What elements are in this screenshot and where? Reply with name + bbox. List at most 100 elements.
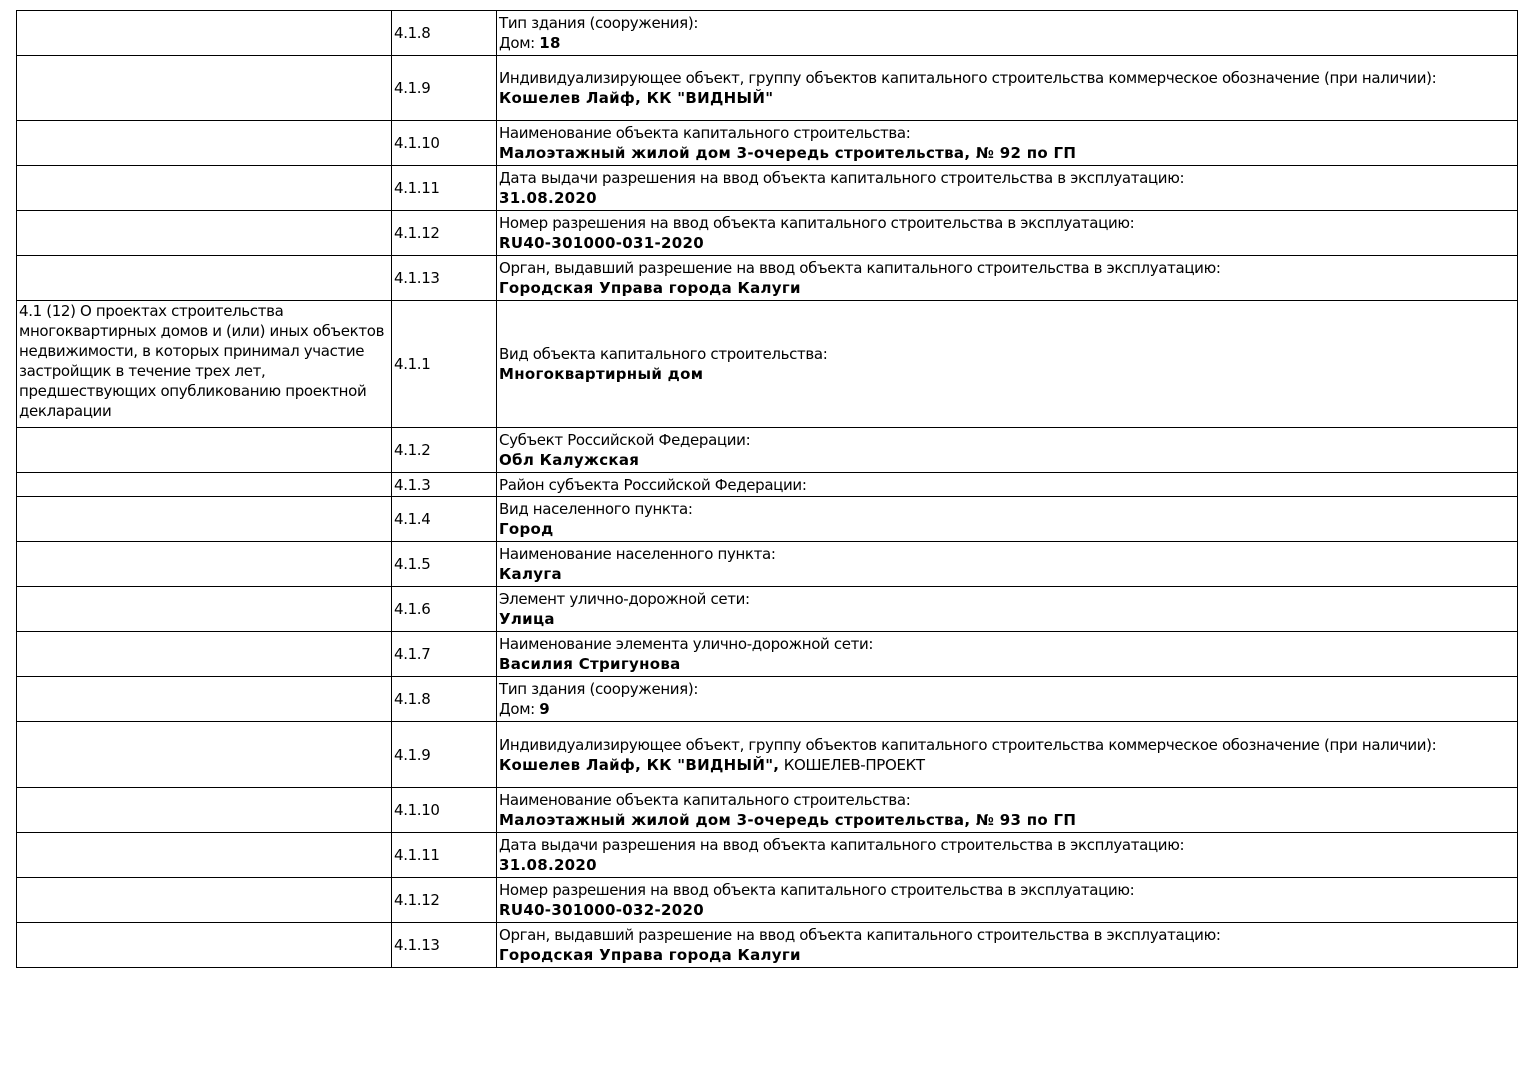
item-value: Городская Управа города Калуги	[499, 946, 801, 964]
item-value-line: Улица	[499, 609, 1515, 629]
item-number: 4.1.9	[391, 55, 497, 121]
table-row: 4.1 (12) О проектах строительства многок…	[16, 300, 1518, 428]
item-content: Наименование населенного пункта: Калуга	[496, 541, 1518, 587]
table-row: 4.1.9 Индивидуализирующее объект, группу …	[16, 721, 1518, 788]
item-value: 31.08.2020	[499, 856, 597, 874]
item-value-suffix: КОШЕЛЕВ-ПРОЕКТ	[779, 755, 925, 774]
item-content: Индивидуализирующее объект, группу объек…	[496, 55, 1518, 121]
item-label: Наименование элемента улично-дорожной се…	[499, 635, 874, 653]
item-value-line: Малоэтажный жилой дом 3-очередь строител…	[499, 810, 1515, 830]
table-row: 4.1.8 Тип здания (сооружения): Дом: 9	[16, 676, 1518, 722]
item-value: Обл Калужская	[499, 451, 640, 469]
table-row: 4.1.11 Дата выдачи разрешения на ввод объ…	[16, 832, 1518, 878]
item-label: Тип здания (сооружения):	[499, 14, 699, 32]
item-value: Малоэтажный жилой дом 3-очередь строител…	[499, 811, 1077, 829]
item-value-line: Обл Калужская	[499, 450, 1515, 470]
item-value: Калуга	[499, 565, 562, 583]
item-value: Малоэтажный жилой дом 3-очередь строител…	[499, 144, 1077, 162]
section-cell	[16, 832, 392, 878]
item-content: Субъект Российской Федерации: Обл Калужск…	[496, 427, 1518, 473]
item-value-prefix: Дом:	[499, 34, 540, 52]
item-value: Улица	[499, 610, 555, 628]
section-cell	[16, 210, 392, 256]
item-value: Кошелев Лайф, КК "ВИДНЫЙ"	[499, 89, 774, 107]
table-row: 4.1.6 Элемент улично-дорожной сети: Улица	[16, 586, 1518, 632]
table-row: 4.1.13 Орган, выдавший разрешение на ввод…	[16, 255, 1518, 301]
section-cell	[16, 427, 392, 473]
item-content: Наименование объекта капитального строит…	[496, 120, 1518, 166]
item-number: 4.1.3	[391, 472, 497, 497]
item-content: Наименование элемента улично-дорожной се…	[496, 631, 1518, 677]
item-value: Василия Стригунова	[499, 655, 681, 673]
item-number: 4.1.6	[391, 586, 497, 632]
item-value: 9	[539, 700, 551, 718]
declaration-table: 4.1.8 Тип здания (сооружения): Дом: 18 4.1.…	[16, 10, 1518, 968]
item-number: 4.1.8	[391, 676, 497, 722]
section-cell	[16, 120, 392, 166]
item-label: Орган, выдавший разрешение на ввод объек…	[499, 926, 1221, 944]
table-row: 4.1.8 Тип здания (сооружения): Дом: 18	[16, 10, 1518, 56]
item-value: Город	[499, 520, 554, 538]
item-label: Наименование населенного пункта:	[499, 545, 776, 563]
section-cell	[16, 586, 392, 632]
item-number: 4.1.1	[391, 300, 497, 428]
table-row: 4.1.11 Дата выдачи разрешения на ввод объ…	[16, 165, 1518, 211]
item-label: Дата выдачи разрешения на ввод объекта к…	[499, 169, 1185, 187]
item-label: Элемент улично-дорожной сети:	[499, 590, 750, 608]
item-number: 4.1.4	[391, 496, 497, 542]
item-number: 4.1.10	[391, 120, 497, 166]
section-cell	[16, 165, 392, 211]
item-value: RU40-301000-031-2020	[499, 234, 704, 252]
item-value: 18	[539, 34, 561, 52]
item-label: Наименование объекта капитального строит…	[499, 124, 911, 142]
table-row: 4.1.12 Номер разрешения на ввод объекта к…	[16, 877, 1518, 923]
section-cell: 4.1 (12) О проектах строительства многок…	[16, 300, 392, 428]
item-content: Дата выдачи разрешения на ввод объекта к…	[496, 165, 1518, 211]
item-number: 4.1.11	[391, 832, 497, 878]
section-cell	[16, 787, 392, 833]
item-number: 4.1.5	[391, 541, 497, 587]
section-cell	[16, 922, 392, 968]
item-value-line: Дом: 18	[499, 33, 1515, 53]
section-cell	[16, 10, 392, 56]
section-cell	[16, 255, 392, 301]
table-row: 4.1.4 Вид населенного пункта: Город	[16, 496, 1518, 542]
item-content: Индивидуализирующее объект, группу объек…	[496, 721, 1518, 788]
item-label: Субъект Российской Федерации:	[499, 431, 751, 449]
table-row: 4.1.3 Район субъекта Российской Федерации…	[16, 472, 1518, 497]
item-label: Район субъекта Российской Федерации:	[499, 475, 807, 494]
item-content: Дата выдачи разрешения на ввод объекта к…	[496, 832, 1518, 878]
item-value-line: Калуга	[499, 564, 1515, 584]
item-number: 4.1.12	[391, 877, 497, 923]
item-label: Номер разрешения на ввод объекта капитал…	[499, 214, 1135, 232]
item-label: Тип здания (сооружения):	[499, 680, 699, 698]
item-number: 4.1.7	[391, 631, 497, 677]
item-value-line: 31.08.2020	[499, 188, 1515, 208]
item-label: Вид объекта капитального строительства:	[499, 345, 828, 363]
item-number: 4.1.12	[391, 210, 497, 256]
item-label: Орган, выдавший разрешение на ввод объек…	[499, 259, 1221, 277]
item-label: Вид населенного пункта:	[499, 500, 693, 518]
table-row: 4.1.9 Индивидуализирующее объект, группу …	[16, 55, 1518, 121]
item-number: 4.1.2	[391, 427, 497, 473]
item-content: Номер разрешения на ввод объекта капитал…	[496, 210, 1518, 256]
item-value-line: Кошелев Лайф, КК "ВИДНЫЙ", КОШЕЛЕВ-ПРОЕК…	[499, 755, 1515, 775]
item-content: Номер разрешения на ввод объекта капитал…	[496, 877, 1518, 923]
item-value-line: Городская Управа города Калуги	[499, 278, 1515, 298]
section-cell	[16, 877, 392, 923]
table-row: 4.1.7 Наименование элемента улично-дорожн…	[16, 631, 1518, 677]
item-label: Номер разрешения на ввод объекта капитал…	[499, 881, 1135, 899]
item-content: Тип здания (сооружения): Дом: 18	[496, 10, 1518, 56]
item-value: 31.08.2020	[499, 189, 597, 207]
table-row: 4.1.2 Субъект Российской Федерации: Обл Ка…	[16, 427, 1518, 473]
item-label: Наименование объекта капитального строит…	[499, 791, 911, 809]
item-content: Орган, выдавший разрешение на ввод объек…	[496, 255, 1518, 301]
item-value-line: Дом: 9	[499, 699, 1515, 719]
item-content: Тип здания (сооружения): Дом: 9	[496, 676, 1518, 722]
item-content: Вид населенного пункта: Город	[496, 496, 1518, 542]
table-row: 4.1.10 Наименование объекта капитального …	[16, 787, 1518, 833]
item-value-prefix: Дом:	[499, 700, 540, 718]
item-label: Индивидуализирующее объект, группу объек…	[499, 69, 1437, 87]
section-cell	[16, 55, 392, 121]
item-value-line: Город	[499, 519, 1515, 539]
